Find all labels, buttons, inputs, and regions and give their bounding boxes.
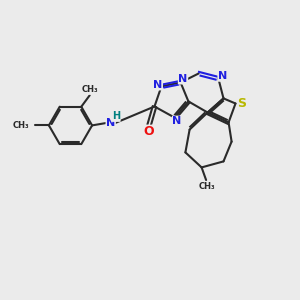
Text: CH₃: CH₃ <box>12 121 29 130</box>
Text: CH₃: CH₃ <box>198 182 215 191</box>
Text: N: N <box>106 118 115 128</box>
Text: S: S <box>238 97 247 110</box>
Text: N: N <box>178 74 188 84</box>
Text: N: N <box>172 116 182 126</box>
Text: H: H <box>112 111 120 122</box>
Text: CH₃: CH₃ <box>82 85 99 94</box>
Text: N: N <box>218 71 227 81</box>
Text: O: O <box>144 125 154 138</box>
Text: N: N <box>153 80 162 90</box>
